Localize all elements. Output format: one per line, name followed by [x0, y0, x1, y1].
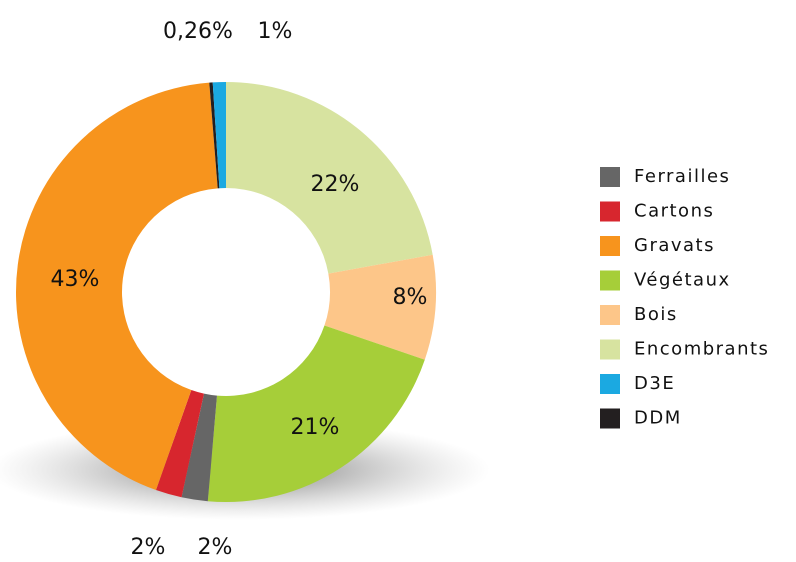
donut-slice: [324, 254, 436, 360]
legend-swatch: [600, 270, 620, 291]
data-label: 1%: [258, 19, 293, 44]
legend-label: DDM: [634, 408, 682, 429]
data-label: 43%: [51, 267, 100, 292]
data-label: 2%: [198, 535, 233, 560]
legend-label: Végétaux: [634, 270, 731, 291]
donut-slice: [16, 82, 218, 490]
legend-label: D3E: [634, 373, 675, 394]
data-label: 21%: [291, 415, 340, 440]
donut-slice: [181, 393, 217, 502]
legend-swatch: [600, 374, 620, 394]
legend-label: Gravats: [634, 235, 715, 256]
donut-slice: [207, 325, 425, 502]
legend-label: Ferrailles: [634, 166, 730, 187]
data-label: 2%: [131, 535, 166, 560]
legend-label: Encombrants: [634, 339, 769, 360]
legend-swatch: [600, 236, 620, 256]
legend-label: Bois: [634, 304, 678, 325]
legend-swatch: [600, 408, 620, 429]
legend-swatch: [600, 339, 620, 360]
data-label: 0,26%: [163, 19, 233, 44]
donut-slice: [155, 390, 204, 498]
legend-swatch: [600, 201, 620, 222]
donut-slice: [209, 82, 220, 189]
legend-swatch: [600, 305, 620, 325]
donut-slice: [212, 82, 226, 189]
data-label: 22%: [311, 172, 360, 197]
legend-swatch: [600, 167, 620, 187]
donut-slice: [226, 82, 433, 274]
legend-label: Cartons: [634, 201, 714, 222]
data-label: 8%: [393, 285, 428, 310]
